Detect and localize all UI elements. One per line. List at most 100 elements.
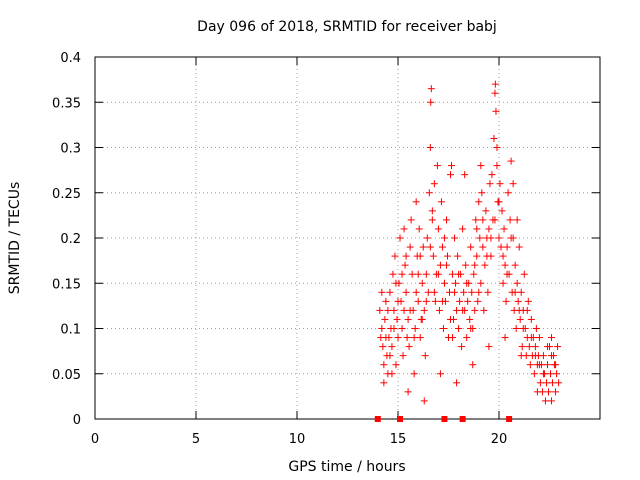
data-point: [418, 279, 426, 287]
data-point: [487, 234, 495, 242]
data-point: [530, 370, 538, 378]
data-point: [416, 334, 424, 342]
data-point: [466, 315, 474, 323]
data-point: [453, 379, 461, 387]
data-point: [442, 261, 450, 269]
data-point: [440, 234, 448, 242]
data-point: [398, 325, 406, 332]
data-point: [502, 297, 510, 305]
data-point: [472, 216, 480, 224]
data-point: [548, 352, 556, 360]
y-tick-label: 0.4: [60, 51, 81, 66]
data-point: [456, 297, 464, 305]
data-point: [484, 288, 492, 296]
data-point: [516, 315, 524, 323]
data-point: [531, 343, 539, 351]
data-point: [527, 315, 535, 323]
data-point: [449, 270, 457, 278]
x-tick-label: 20: [491, 432, 508, 447]
data-point: [414, 270, 422, 278]
data-point: [535, 361, 543, 369]
data-point: [477, 162, 485, 170]
data-point: [379, 343, 387, 351]
data-point: [509, 180, 517, 188]
data-point: [399, 352, 407, 360]
data-point: [479, 216, 487, 224]
data-point: [511, 288, 519, 296]
data-point: [435, 306, 443, 314]
data-point: [420, 306, 428, 314]
data-point: [376, 306, 384, 314]
data-point: [459, 306, 467, 314]
data-point: [471, 306, 479, 314]
data-point: [404, 315, 412, 323]
data-point: [380, 361, 388, 369]
data-point: [543, 343, 551, 351]
data-point: [469, 361, 477, 369]
data-point: [464, 297, 472, 305]
x-tick-label: 5: [192, 432, 200, 447]
data-point: [490, 134, 498, 142]
data-point: [539, 370, 547, 378]
data-point: [498, 207, 506, 215]
data-point: [428, 216, 436, 224]
y-tick-label: 0: [73, 413, 81, 428]
data-points: [376, 80, 563, 405]
data-point: [419, 243, 427, 251]
data-point: [523, 306, 531, 314]
data-point: [398, 270, 406, 278]
y-tick-label: 0.1: [60, 323, 81, 338]
data-point: [414, 297, 422, 305]
data-point: [394, 297, 402, 305]
data-point: [440, 279, 448, 287]
data-point: [507, 157, 515, 165]
data-point: [421, 352, 429, 360]
bottom-marker: [441, 416, 448, 422]
data-point: [501, 334, 509, 342]
bottom-markers: [374, 416, 513, 422]
data-point: [416, 252, 424, 260]
data-point: [496, 180, 504, 188]
y-tick-label: 0.25: [52, 187, 81, 202]
data-point: [536, 379, 544, 387]
data-point: [491, 216, 499, 224]
data-point: [406, 306, 414, 314]
data-point: [493, 144, 501, 151]
data-point: [526, 361, 534, 369]
data-point: [467, 325, 475, 332]
data-point: [386, 288, 394, 296]
data-point: [474, 297, 482, 305]
data-point: [549, 379, 557, 387]
data-point: [517, 352, 525, 360]
data-point: [430, 288, 438, 296]
data-point: [438, 243, 446, 251]
data-point: [553, 370, 561, 378]
data-point: [462, 261, 470, 269]
data-point: [497, 243, 505, 251]
data-point: [542, 379, 550, 387]
data-point: [495, 198, 503, 206]
data-point: [481, 261, 489, 269]
data-point: [412, 288, 420, 296]
data-point: [378, 325, 386, 332]
data-point: [460, 288, 468, 296]
data-point: [535, 334, 543, 342]
data-point: [473, 252, 481, 260]
data-point: [482, 207, 490, 215]
data-point: [423, 234, 431, 242]
data-point: [525, 343, 533, 351]
data-point: [480, 306, 488, 314]
data-point: [392, 361, 400, 369]
data-point: [434, 270, 442, 278]
data-point: [493, 162, 501, 170]
x-tick-label: 15: [390, 432, 407, 447]
data-point: [507, 234, 515, 242]
data-point: [422, 270, 430, 278]
data-point: [418, 315, 426, 323]
data-point: [449, 334, 457, 342]
data-point: [552, 361, 560, 369]
data-point: [427, 98, 435, 106]
data-point: [388, 343, 396, 351]
data-point: [486, 180, 494, 188]
data-point: [407, 216, 415, 224]
